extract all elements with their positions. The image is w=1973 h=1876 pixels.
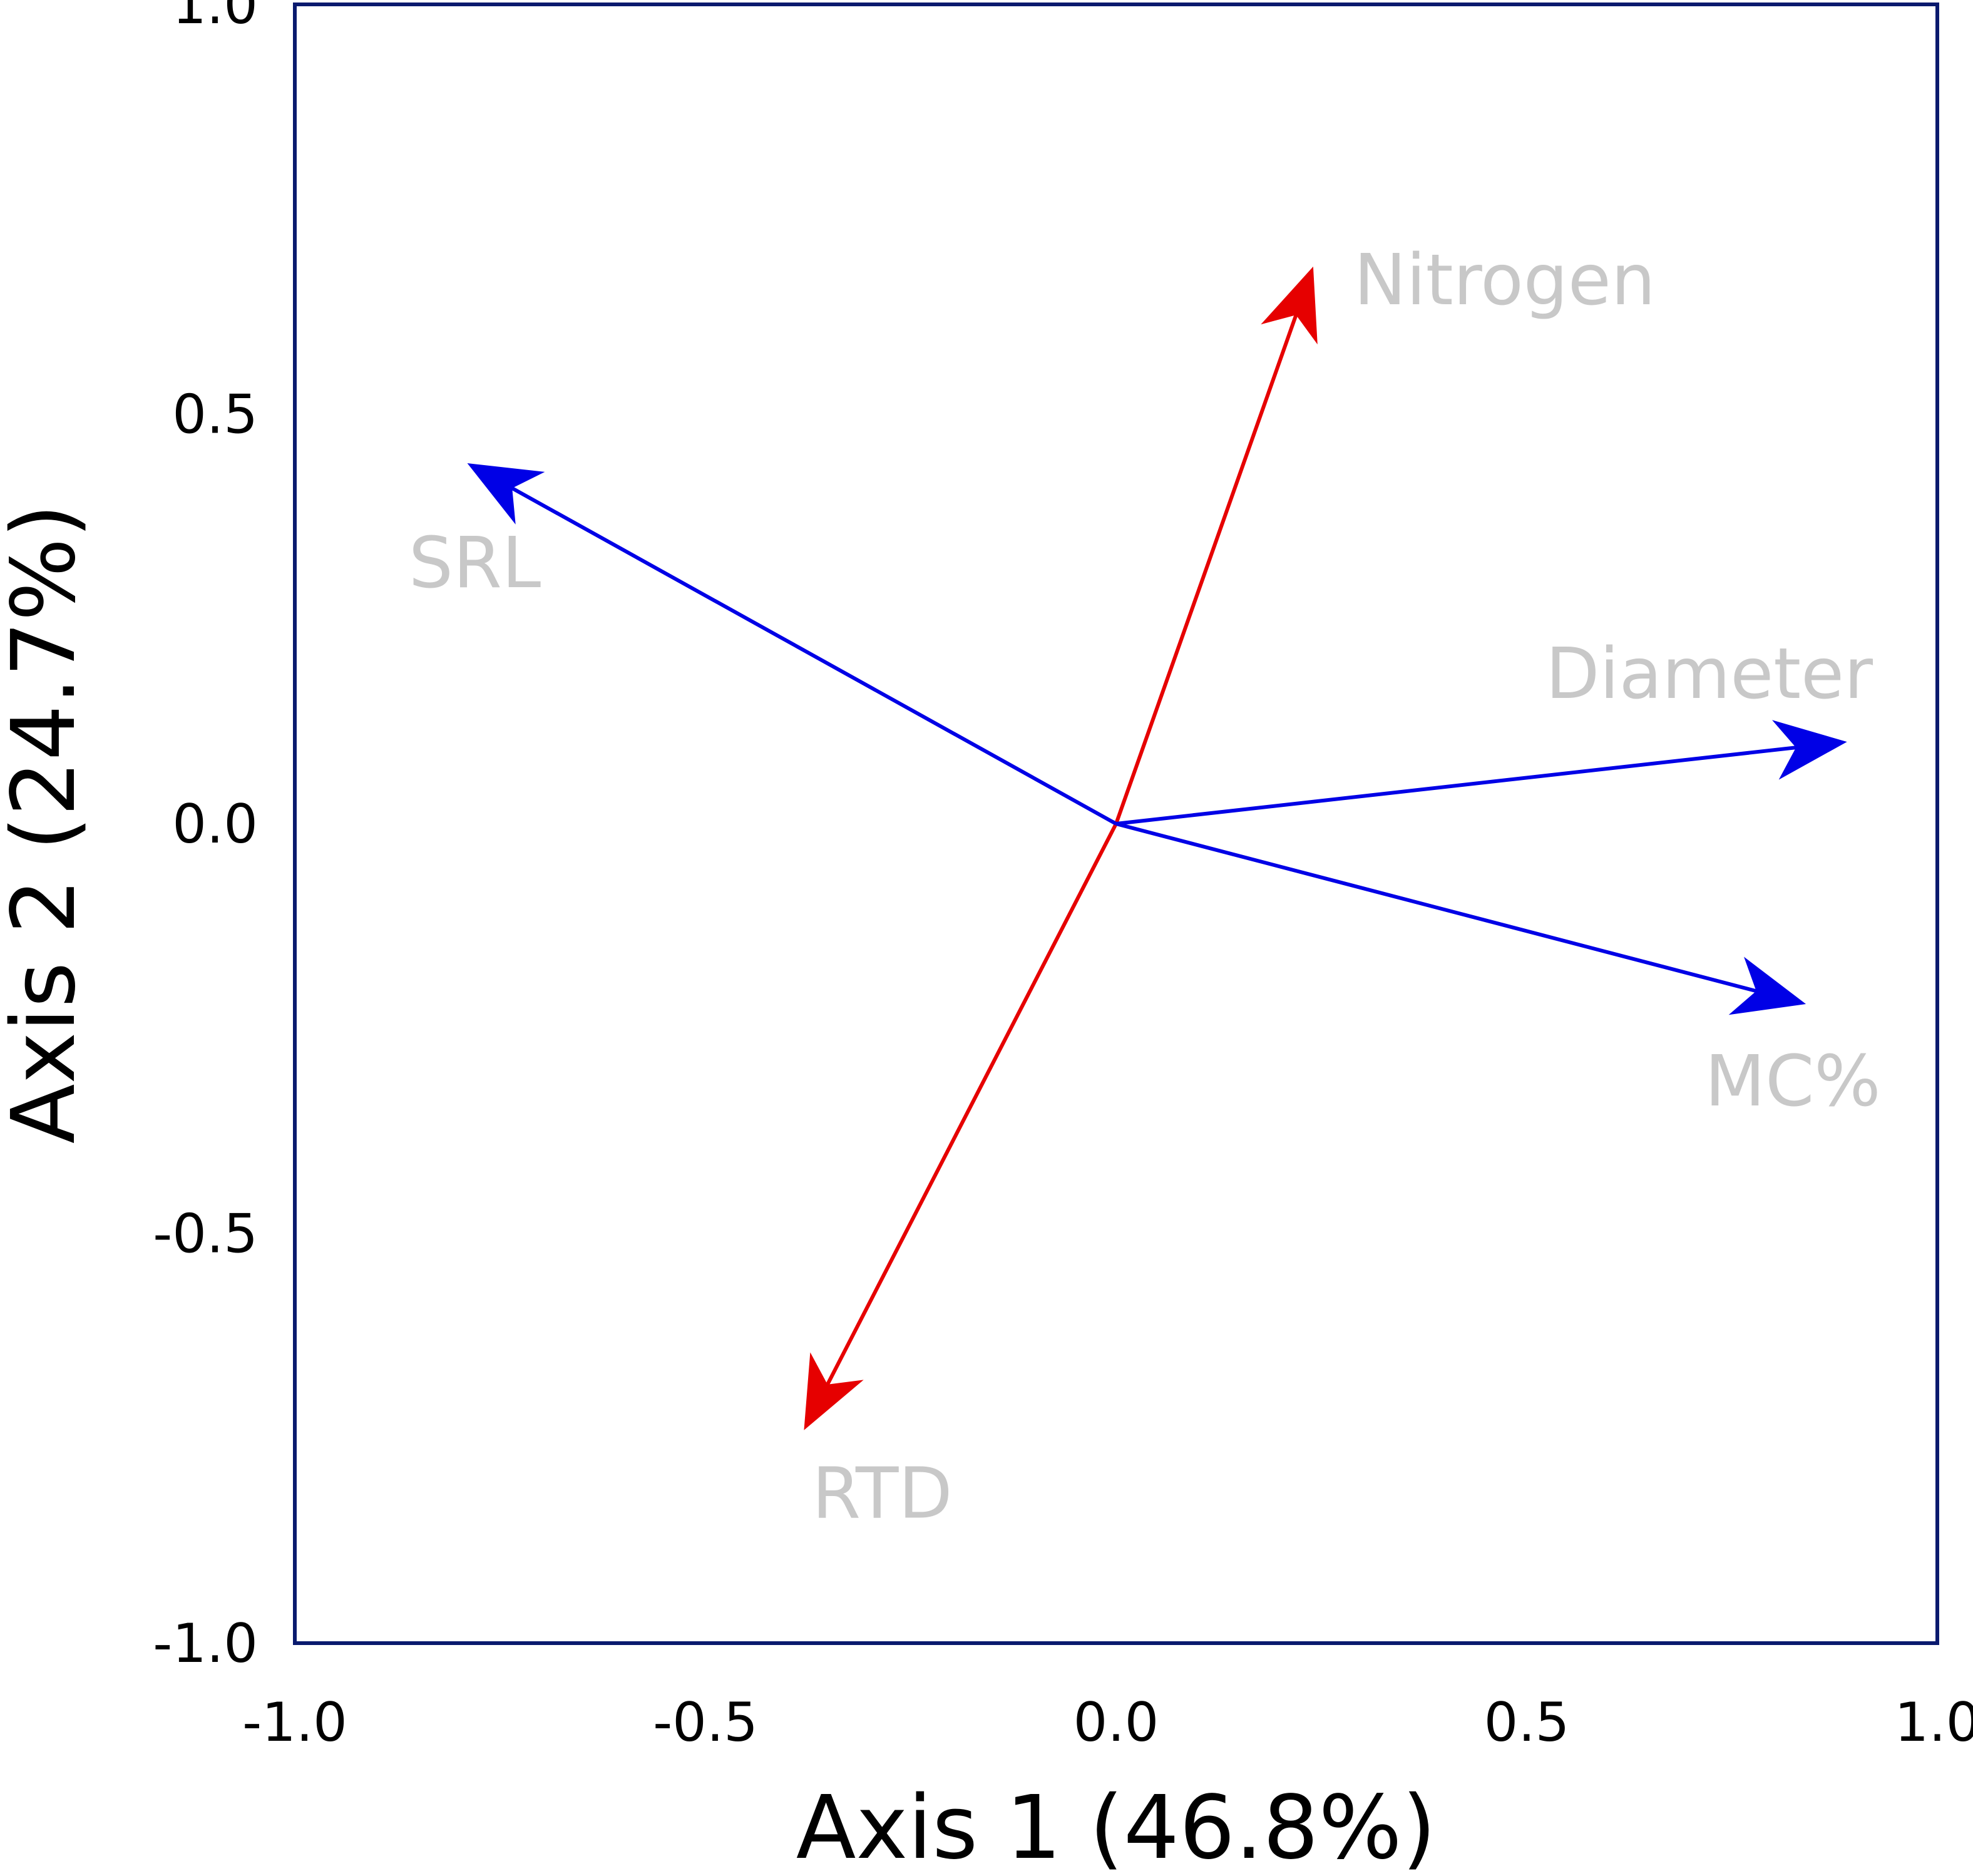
y-axis-title: Axis 2 (24.7%) <box>0 504 95 1144</box>
x-tick-label: -0.5 <box>653 1691 758 1754</box>
x-tick-label: 0.0 <box>1074 1691 1159 1754</box>
vector-label: Diameter <box>1545 633 1873 715</box>
vector-label: Nitrogen <box>1354 240 1656 321</box>
x-tick-label: 0.5 <box>1484 1691 1570 1754</box>
x-tick-label: -1.0 <box>242 1691 347 1754</box>
vector-arrowhead <box>1728 956 1806 1015</box>
vector-diameter <box>1115 720 1847 826</box>
y-tick-label: -0.5 <box>153 1203 258 1266</box>
x-tick-label: 1.0 <box>1895 1691 1973 1754</box>
y-tick-label: -1.0 <box>153 1612 258 1675</box>
vector-label: RTD <box>812 1453 952 1535</box>
vector-line <box>1114 310 1299 825</box>
y-tick-label: 0.0 <box>172 793 258 856</box>
x-tick-labels: -1.0 -0.5 0.0 0.5 1.0 <box>242 1691 1973 1754</box>
vector-line <box>1115 745 1800 826</box>
vector-line <box>824 823 1118 1389</box>
vector-rtd <box>804 823 1118 1430</box>
vector-arrowhead <box>804 1352 864 1430</box>
vector-srl <box>467 463 1117 826</box>
y-tick-label: 1.0 <box>172 0 258 36</box>
vector-arrowhead <box>1261 266 1318 345</box>
vector-label: MC% <box>1704 1041 1880 1122</box>
vector-label: SRL <box>409 523 541 604</box>
vector-nitrogen <box>1114 266 1318 825</box>
vector-line <box>1115 822 1761 994</box>
plot-frame <box>293 3 1939 1645</box>
vector-arrowhead <box>467 463 545 525</box>
y-tick-labels: -1.0 -0.5 0.0 0.5 1.0 <box>153 0 258 1675</box>
vector-arrowhead <box>1772 720 1847 780</box>
y-tick-label: 0.5 <box>172 384 258 446</box>
vector-mc- <box>1115 822 1806 1015</box>
x-axis-title: Axis 1 (46.8%) <box>796 1777 1437 1876</box>
vectors: Nitrogen RTD SRL Diameter MC% <box>409 240 1881 1535</box>
vector-line <box>508 484 1117 826</box>
